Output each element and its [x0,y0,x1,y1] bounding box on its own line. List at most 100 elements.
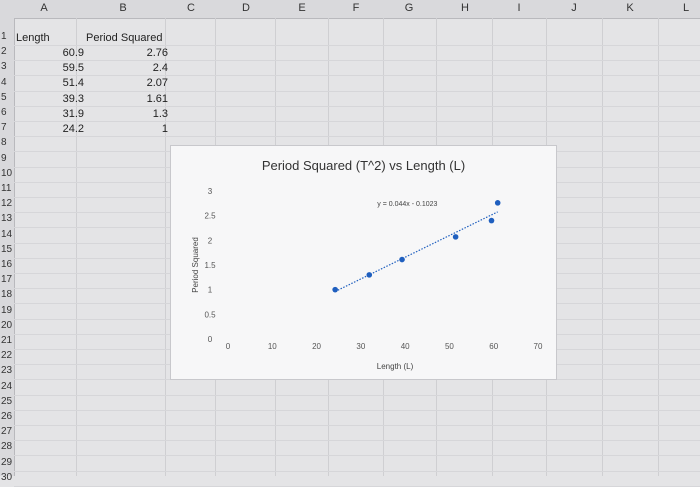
row-header-24[interactable]: 24 [1,380,13,392]
column-header-g[interactable]: G [404,2,414,14]
data-point [452,234,459,240]
row-header-19[interactable]: 19 [1,304,13,316]
row-gridline [14,409,700,411]
column-gridline [76,18,77,476]
x-tick-label: 50 [445,342,454,351]
data-point [332,286,338,293]
row-gridline [14,455,700,457]
y-tick-label: 0 [208,335,213,344]
row-gridline [14,75,700,77]
row-header-27[interactable]: 27 [1,426,13,438]
x-tick-label: 40 [401,342,410,351]
row-header-3[interactable]: 3 [1,61,7,73]
row-header-23[interactable]: 23 [1,365,13,377]
column-header-d[interactable]: D [242,2,250,14]
y-axis-label: Period Squared [191,237,200,293]
cell-a1[interactable]: Length [16,32,50,44]
row-header-10[interactable]: 10 [1,167,13,179]
scatter-chart[interactable]: Period Squared (T^2) vs Length (L) 0 0.5 1… [170,145,557,380]
x-tick-label: 20 [312,342,321,351]
chart-title: Period Squared (T^2) vs Length (L) [261,158,466,173]
cell-b1[interactable]: Period Squared [86,32,163,44]
row-header-20[interactable]: 20 [1,319,13,331]
x-tick-label: 60 [489,342,498,351]
row-header-6[interactable]: 6 [1,107,7,118]
row-gridline [14,105,700,107]
y-tick-label: 2 [208,236,213,245]
cell-b3[interactable]: 2.4 [152,62,168,74]
row-header-14[interactable]: 14 [1,228,13,240]
data-point [399,256,405,263]
row-gridline [14,470,700,472]
column-header-e[interactable]: E [298,2,306,14]
cell-b2[interactable]: 2.76 [146,47,168,59]
row-header-18[interactable]: 18 [1,289,13,301]
trendline [334,211,498,293]
row-header-29[interactable]: 29 [1,456,13,468]
column-header-f[interactable]: F [352,2,360,14]
row-header-17[interactable]: 17 [1,274,13,286]
row-gridline [14,136,700,138]
cell-a7[interactable]: 24.2 [62,123,84,135]
cell-a3[interactable]: 59.5 [62,62,84,74]
y-tick-label: 1 [208,286,213,295]
row-header-5[interactable]: 5 [1,91,7,103]
x-tick-label: 10 [268,342,277,351]
row-header-9[interactable]: 9 [1,152,7,164]
column-header-b[interactable]: B [119,2,127,14]
column-gridline [658,18,659,476]
trendline-equation: y = 0.044x - 0.1023 [377,201,437,208]
cell-b4[interactable]: 2.07 [146,77,168,89]
x-axis-label: Length (L) [377,362,414,371]
x-tick-label: 70 [534,342,543,351]
row-header-28[interactable]: 28 [1,441,13,453]
data-point [366,272,373,278]
data-point [494,200,501,206]
cell-a6[interactable]: 31.9 [62,108,84,120]
y-tick-label: 2.5 [204,212,216,221]
column-header-j[interactable]: J [571,2,577,14]
cell-b5[interactable]: 1.61 [146,93,168,105]
row-gridline [14,394,700,396]
row-gridline [14,60,700,62]
row-header-25[interactable]: 25 [1,395,13,407]
cell-b7[interactable]: 1 [161,123,168,135]
column-header-k[interactable]: K [626,2,634,14]
x-tick-label: 30 [356,342,365,351]
cell-b6[interactable]: 1.3 [152,108,168,120]
x-tick-label: 0 [226,342,231,351]
y-tick-label: 3 [208,187,213,196]
row-header-30[interactable]: 30 [1,471,13,483]
data-point [488,217,495,224]
row-gridline [14,45,700,46]
column-header-c[interactable]: C [187,2,195,14]
column-header-l[interactable]: L [682,2,690,14]
row-header-column: 1 2 3 4 5 6 7 8 9 10 11 12 13 14 15 16 17 18 19 20 21 22 23 24 2… [0,18,15,483]
row-header-22[interactable]: 22 [1,350,13,362]
cell-a5[interactable]: 39.3 [62,93,84,105]
row-header-26[interactable]: 26 [1,411,13,422]
cell-a2[interactable]: 60.9 [62,47,84,59]
column-header-h[interactable]: H [461,2,469,14]
row-header-7[interactable]: 7 [1,122,7,134]
row-header-13[interactable]: 13 [1,213,13,225]
y-tick-label: 0.5 [204,310,216,319]
row-header-11[interactable]: 11 [1,183,12,194]
row-header-12[interactable]: 12 [1,198,13,210]
row-header-21[interactable]: 21 [1,335,13,346]
column-header-row: A B C D E F G H I J K L [0,0,700,19]
row-gridline [14,121,700,122]
row-header-15[interactable]: 15 [1,243,13,255]
row-header-8[interactable]: 8 [1,137,7,149]
column-header-a[interactable]: A [40,2,48,14]
cell-a4[interactable]: 51.4 [62,77,84,89]
row-header-1[interactable]: 1 [1,31,7,42]
row-gridline [14,425,700,426]
column-header-i[interactable]: I [517,2,521,14]
row-header-16[interactable]: 16 [1,259,13,270]
column-gridline [165,18,166,476]
row-header-2[interactable]: 2 [1,46,7,58]
y-tick-label: 1.5 [204,261,216,270]
row-header-4[interactable]: 4 [1,76,7,88]
